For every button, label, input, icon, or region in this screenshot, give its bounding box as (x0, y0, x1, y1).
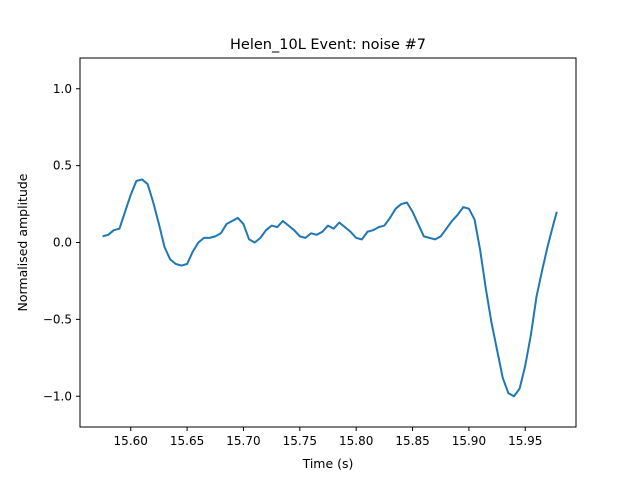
plot-area (102, 178, 558, 398)
y-axis-ticks: −1.0 −0.5 0.0 0.5 1.0 (43, 82, 80, 403)
y-tick-label: 0.0 (53, 236, 72, 250)
series-line (102, 178, 558, 398)
x-axis-label: Time (s) (302, 456, 354, 471)
x-tick-label: 15.65 (170, 434, 204, 448)
x-tick-label: 15.70 (226, 434, 260, 448)
x-tick-label: 15.95 (508, 434, 542, 448)
y-tick-label: −1.0 (43, 389, 72, 403)
x-tick-label: 15.60 (114, 434, 148, 448)
y-tick-label: 0.5 (53, 159, 72, 173)
x-tick-label: 15.75 (283, 434, 317, 448)
y-tick-label: −0.5 (43, 312, 72, 326)
y-tick-label: 1.0 (53, 82, 72, 96)
chart-title: Helen_10L Event: noise #7 (230, 37, 426, 53)
x-tick-label: 15.80 (339, 434, 373, 448)
x-axis-ticks: 15.60 15.65 15.70 15.75 15.80 15.85 15.90 15.95 (114, 427, 542, 448)
x-tick-label: 15.85 (395, 434, 429, 448)
y-axis-label: Normalised amplitude (15, 173, 30, 311)
x-tick-label: 15.90 (452, 434, 486, 448)
